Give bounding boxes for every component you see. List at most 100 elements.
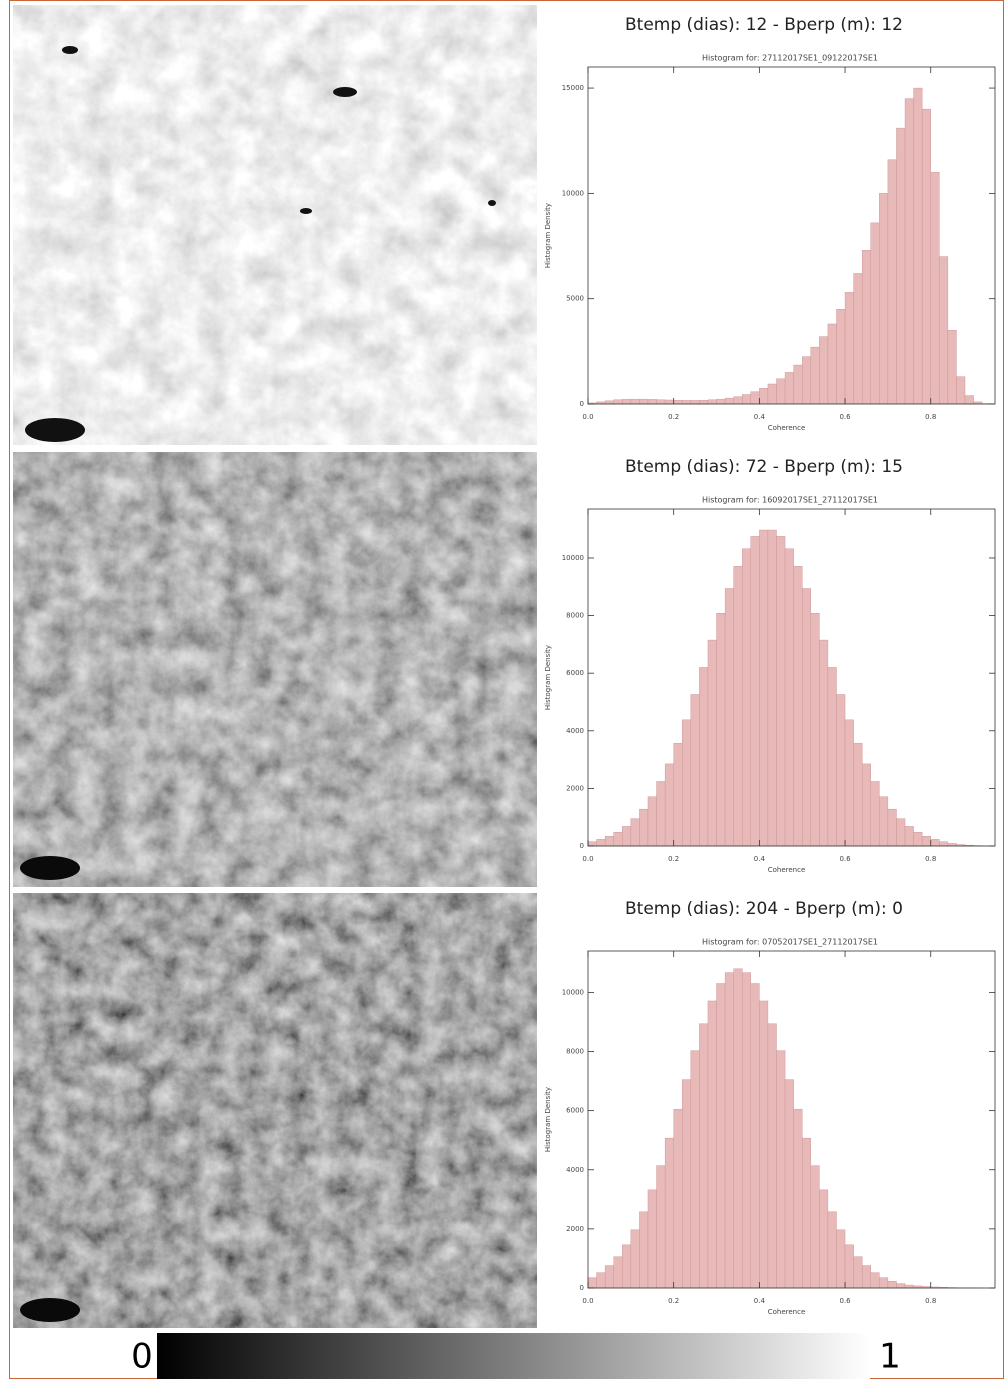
- bar: [613, 1256, 623, 1289]
- x-tick-label: 0.0: [582, 413, 593, 421]
- bar: [819, 1189, 829, 1289]
- bar: [664, 399, 674, 405]
- x-axis-label: Coherence: [768, 424, 806, 432]
- bar: [827, 667, 837, 847]
- y-tick-label: 2000: [566, 784, 584, 792]
- colorbar: [157, 1333, 870, 1379]
- plot-frame: [587, 950, 996, 1289]
- x-tick-label: 0.8: [925, 1297, 936, 1305]
- bar: [939, 256, 949, 405]
- bar: [793, 566, 803, 847]
- bar: [964, 395, 974, 405]
- y-tick-label: 6000: [566, 669, 584, 677]
- bar: [921, 836, 931, 847]
- bar: [810, 346, 820, 405]
- bar: [759, 388, 769, 405]
- y-tick-label: 0: [580, 400, 584, 408]
- bar: [647, 1189, 657, 1289]
- bar: [613, 831, 623, 847]
- bar: [836, 1229, 846, 1289]
- coherence-image: [13, 893, 537, 1328]
- x-tick-label: 0.4: [754, 1297, 766, 1305]
- x-tick-label: 0.6: [839, 1297, 851, 1305]
- x-tick-label: 0.2: [668, 1297, 679, 1305]
- bar: [887, 159, 897, 405]
- bar: [947, 330, 957, 405]
- chart-subtitle: Histogram for: 27112017SE1_09122017SE1: [702, 54, 878, 63]
- bar: [742, 548, 751, 847]
- y-axis-label: Histogram Density: [544, 203, 552, 268]
- bar: [742, 972, 751, 1289]
- bar: [870, 222, 880, 405]
- bar: [904, 826, 914, 847]
- chart-title: Btemp (dias): 204 - Bperp (m): 0: [625, 899, 903, 919]
- x-tick-label: 0.2: [668, 855, 679, 863]
- bar: [767, 529, 777, 847]
- colorbar-label: 1: [879, 1337, 901, 1377]
- chart-title: Btemp (dias): 72 - Bperp (m): 15: [625, 457, 903, 477]
- bar: [647, 399, 657, 405]
- y-tick-label: 0: [580, 842, 584, 850]
- bar: [682, 1079, 692, 1289]
- y-tick-label: 15000: [562, 84, 584, 92]
- coherence-image: [13, 452, 537, 887]
- bar: [647, 796, 657, 847]
- bar: [861, 1265, 871, 1289]
- bar: [802, 356, 811, 405]
- bar: [604, 836, 614, 847]
- bar: [861, 250, 871, 405]
- bar: [887, 808, 897, 847]
- bar: [887, 1281, 897, 1289]
- bar: [784, 548, 794, 847]
- coherence-image: [13, 5, 537, 445]
- x-tick-label: 0.0: [582, 855, 593, 863]
- bar: [904, 98, 914, 405]
- x-tick-label: 0.8: [925, 855, 936, 863]
- bar: [699, 667, 709, 847]
- bar: [673, 400, 683, 405]
- bar: [904, 1284, 914, 1289]
- bar: [939, 841, 949, 847]
- bar: [750, 983, 760, 1289]
- bar: [776, 1050, 786, 1289]
- x-tick-label: 0.0: [582, 1297, 593, 1305]
- bar: [879, 193, 889, 405]
- bar: [604, 1265, 614, 1289]
- bar: [673, 1108, 683, 1289]
- y-tick-label: 10000: [562, 988, 584, 996]
- bar: [690, 1050, 700, 1289]
- bar: [913, 831, 923, 847]
- colorbar-label: 0: [131, 1337, 153, 1377]
- bar: [682, 719, 692, 847]
- bar: [767, 383, 777, 405]
- bar: [759, 1000, 769, 1289]
- x-tick-label: 0.4: [754, 855, 766, 863]
- bar: [596, 1272, 606, 1289]
- bar: [742, 394, 751, 405]
- bar: [896, 818, 906, 847]
- bar: [861, 763, 871, 847]
- bar: [759, 529, 769, 847]
- bar: [639, 808, 649, 847]
- bar: [656, 781, 666, 847]
- y-tick-label: 8000: [566, 1048, 584, 1056]
- bar: [630, 818, 640, 847]
- bar: [604, 400, 614, 405]
- bar: [613, 399, 623, 405]
- bar: [879, 1277, 889, 1289]
- y-tick-label: 4000: [566, 1166, 584, 1174]
- bar: [844, 719, 854, 847]
- bar: [784, 1079, 794, 1289]
- bar: [724, 397, 734, 405]
- bar: [896, 127, 906, 405]
- bar: [733, 566, 743, 847]
- x-tick-label: 0.6: [839, 413, 851, 421]
- bar: [622, 826, 632, 847]
- bar: [776, 378, 786, 405]
- bar: [682, 400, 692, 405]
- y-tick-label: 5000: [566, 295, 584, 303]
- bar: [716, 398, 726, 405]
- y-tick-label: 0: [580, 1284, 584, 1292]
- bar: [639, 398, 649, 405]
